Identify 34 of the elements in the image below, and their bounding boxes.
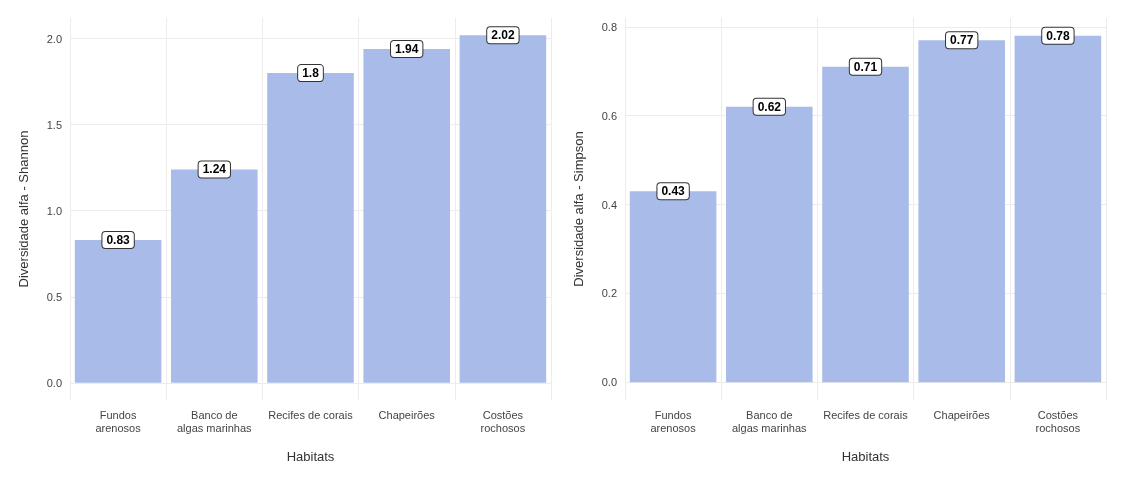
y-tick-label: 2.0: [46, 32, 62, 45]
x-tick-label: Costões rochosos: [480, 408, 526, 434]
x-tick-label: Fundos arenosos: [650, 408, 697, 434]
x-tick-label: Recifes de corais: [268, 408, 354, 421]
x-tick-label: Banco de algas marinhas: [732, 408, 808, 434]
x-tick-label: Fundos arenosos: [95, 408, 142, 434]
y-tick-label: 0.5: [46, 290, 62, 303]
data-label: 0.78: [1046, 28, 1070, 43]
y-tick-label: 0.6: [601, 109, 617, 122]
x-tick-label: Recifes de corais: [823, 408, 909, 421]
y-tick-label: 0.8: [601, 20, 617, 33]
y-tick-label: 0.4: [601, 198, 617, 211]
data-label: 0.77: [950, 33, 974, 48]
x-tick-label: Chapeirões: [933, 408, 991, 421]
y-axis-title: Diversidade alfa - Shannon: [16, 130, 31, 288]
data-label: 1.94: [395, 41, 419, 56]
x-tick-label: Costões rochosos: [1035, 408, 1081, 434]
y-tick-label: 0.2: [601, 287, 617, 300]
data-label: 0.43: [661, 184, 686, 199]
data-label: 2.02: [491, 28, 515, 43]
y-axis-title: Diversidade alfa - Simpson: [571, 131, 586, 287]
x-axis-title: Habitats: [286, 449, 335, 464]
data-label: 0.71: [853, 59, 878, 74]
x-tick-label: Chapeirões: [378, 408, 436, 421]
y-tick-label: 1.0: [46, 204, 62, 217]
data-label: 0.62: [757, 99, 782, 114]
data-label: 0.83: [106, 232, 131, 247]
x-tick-label: Banco de algas marinhas: [177, 408, 253, 434]
data-label: 1.24: [202, 162, 227, 177]
y-tick-label: 0.0: [601, 376, 617, 389]
y-tick-label: 0.0: [46, 376, 62, 389]
data-label: 1.8: [302, 66, 320, 81]
x-axis-title: Habitats: [841, 449, 890, 464]
y-tick-label: 1.5: [46, 118, 62, 131]
